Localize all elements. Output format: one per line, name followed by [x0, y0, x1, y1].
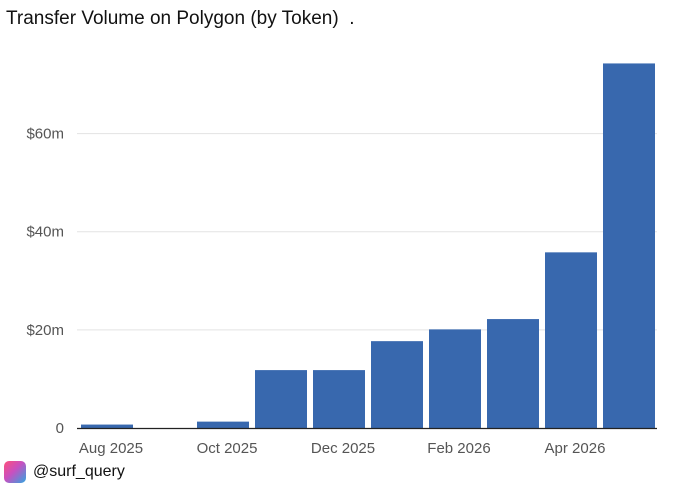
bar	[197, 421, 249, 428]
bar	[255, 370, 307, 428]
x-tick-label: Dec 2025	[311, 440, 375, 457]
x-tick-labels: Aug 2025 Oct 2025 Dec 2025 Feb 2026 Apr 2026	[79, 440, 606, 457]
bar	[429, 329, 481, 428]
bar	[603, 63, 655, 429]
x-tick-label: Apr 2026	[545, 440, 606, 457]
footer-handle: @surf_query	[33, 463, 125, 480]
y-tick-label: 0	[56, 420, 64, 437]
bar	[371, 341, 423, 428]
x-tick-label: Oct 2025	[197, 440, 258, 457]
y-tick-labels: 0 $20m $40m $60m	[26, 126, 64, 437]
bar	[313, 370, 365, 428]
y-tick-label: $20m	[26, 322, 64, 339]
y-tick-label: $60m	[26, 126, 64, 143]
x-tick-label: Feb 2026	[427, 440, 490, 457]
bar	[545, 252, 597, 428]
bars	[81, 63, 655, 429]
footer: @surf_query	[4, 461, 125, 483]
chart-title: Transfer Volume on Polygon (by Token) .	[6, 8, 355, 29]
bar	[81, 424, 133, 428]
surf-logo-icon	[4, 461, 26, 483]
y-tick-label: $40m	[26, 224, 64, 241]
bar	[487, 319, 539, 428]
x-tick-label: Aug 2025	[79, 440, 143, 457]
